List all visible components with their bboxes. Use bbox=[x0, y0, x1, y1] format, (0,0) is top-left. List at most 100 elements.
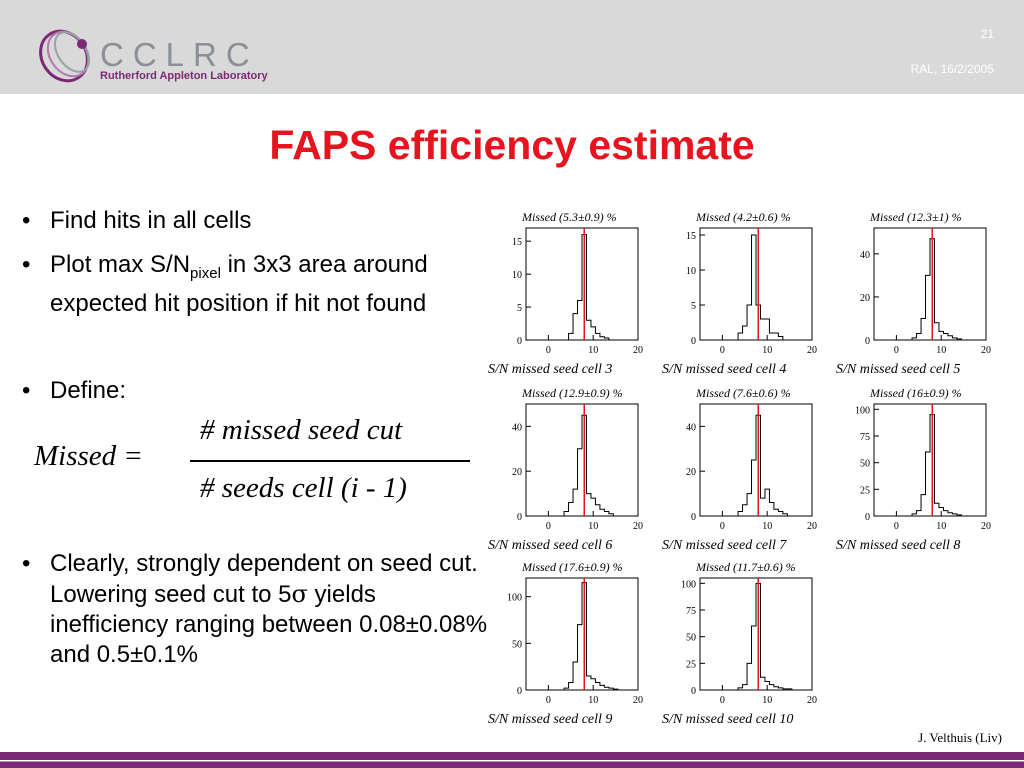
x-tick-label: 10 bbox=[936, 521, 946, 532]
plot-frame bbox=[525, 577, 639, 691]
x-tick-label: 10 bbox=[936, 345, 946, 356]
formula-lhs: Missed = bbox=[34, 440, 143, 472]
missed-formula: Missed = # missed seed cut # seeds cell … bbox=[34, 410, 474, 520]
x-tick-label: 20 bbox=[981, 521, 991, 532]
y-tick-label: 100 bbox=[855, 405, 870, 416]
x-tick-label: 20 bbox=[633, 521, 643, 532]
y-tick-label: 0 bbox=[865, 336, 870, 347]
histogram-title: Missed (11.7±0.6) % bbox=[696, 560, 796, 574]
x-tick-label: 20 bbox=[807, 695, 817, 706]
y-tick-label: 0 bbox=[691, 336, 696, 347]
x-tick-label: 20 bbox=[981, 345, 991, 356]
histogram-panel: 0 25 50 75 100 0 10 20 Missed (16±0.9) % S/N miss… bbox=[834, 386, 1009, 563]
x-tick-label: 0 bbox=[546, 695, 551, 706]
formula-numerator: # missed seed cut bbox=[200, 414, 403, 446]
y-tick-label: 0 bbox=[865, 512, 870, 523]
histogram-series bbox=[911, 414, 962, 516]
bullet-item: • Plot max S/Npixel in 3x3 area around e… bbox=[20, 250, 510, 319]
bullet-text: in 3x3 area around expected hit position… bbox=[50, 251, 428, 317]
slide-title: FAPS efficiency estimate bbox=[269, 122, 755, 168]
x-tick-label: 10 bbox=[588, 521, 598, 532]
plot-frame bbox=[699, 403, 813, 517]
y-tick-label: 15 bbox=[512, 237, 522, 248]
plot-frame bbox=[699, 577, 813, 691]
histogram-series bbox=[568, 234, 610, 340]
slide-date: RAL, 16/2/2005 bbox=[910, 62, 994, 76]
y-tick-label: 5 bbox=[517, 303, 522, 314]
y-tick-label: 50 bbox=[860, 459, 870, 470]
histogram-series bbox=[737, 414, 788, 516]
logo-name: CCLRC bbox=[100, 36, 259, 73]
bullet-text: Clearly, strongly dependent on seed cut.… bbox=[50, 550, 478, 608]
y-tick-label: 5 bbox=[691, 301, 696, 312]
histogram-panel: 0 20 40 0 10 20 Missed (12.9±0.9) % S/N missed … bbox=[486, 386, 661, 563]
bullet-text: Find hits in all cells bbox=[50, 207, 252, 234]
x-tick-label: 10 bbox=[762, 345, 772, 356]
bullet-subscript: pixel bbox=[190, 264, 221, 282]
header-band: CCLRC Rutherford Appleton Laboratory 21 … bbox=[0, 0, 1024, 94]
bullet-dot-icon: • bbox=[22, 207, 31, 234]
plot-frame bbox=[699, 227, 813, 341]
histogram-xlabel: S/N missed seed cell 8 bbox=[836, 538, 961, 553]
bullet-text: Plot max S/N bbox=[50, 251, 191, 278]
cclrc-logo-icon bbox=[39, 29, 91, 83]
bullet-text: yields inefficiency ranging between 0.08… bbox=[50, 581, 488, 668]
histogram-xlabel: S/N missed seed cell 6 bbox=[488, 538, 613, 553]
x-tick-label: 10 bbox=[762, 521, 772, 532]
footer-author: J. Velthuis (Liv) bbox=[918, 730, 1002, 745]
histogram-panel: 0 5 10 15 0 10 20 Missed (4.2±0.6) % S/N missed … bbox=[660, 210, 835, 387]
histogram-xlabel: S/N missed seed cell 4 bbox=[662, 362, 787, 377]
histogram-title: Missed (4.2±0.6) % bbox=[696, 210, 791, 224]
bullet-item: • Define: bbox=[20, 376, 126, 406]
x-tick-label: 0 bbox=[894, 521, 899, 532]
x-tick-label: 0 bbox=[720, 521, 725, 532]
footer-band bbox=[0, 752, 1024, 768]
y-tick-label: 50 bbox=[686, 633, 696, 644]
histogram-title: Missed (12.9±0.9) % bbox=[522, 386, 623, 400]
histogram-panel: 0 25 50 75 100 0 10 20 Missed (11.7±0.6) % S/N mi… bbox=[660, 560, 835, 737]
histogram-series bbox=[737, 234, 784, 340]
histogram-svg: 0 25 50 75 100 0 10 20 bbox=[681, 577, 817, 706]
histogram-svg: 0 20 40 0 10 20 bbox=[512, 403, 643, 532]
histogram-panel: 0 20 40 0 10 20 Missed (7.6±0.6) % S/N missed s… bbox=[660, 386, 835, 563]
histogram-svg: 0 5 10 15 0 10 20 bbox=[686, 227, 817, 356]
x-tick-label: 10 bbox=[588, 345, 598, 356]
y-tick-label: 0 bbox=[517, 336, 522, 347]
bullet-dot-icon: • bbox=[22, 251, 31, 278]
histogram-svg: 0 50 100 0 10 20 bbox=[507, 577, 643, 706]
plot-frame bbox=[873, 227, 987, 341]
bullet-item: • Find hits in all cells bbox=[20, 206, 251, 236]
y-tick-label: 0 bbox=[691, 512, 696, 523]
x-tick-label: 0 bbox=[720, 695, 725, 706]
y-tick-label: 15 bbox=[686, 231, 696, 242]
sigma-symbol: σ bbox=[291, 580, 308, 608]
histogram-title: Missed (5.3±0.9) % bbox=[522, 210, 617, 224]
y-tick-label: 10 bbox=[686, 266, 696, 277]
histogram-panel: 0 5 10 15 0 10 20 Missed (5.3±0.9) % S/N missed … bbox=[486, 210, 661, 387]
y-tick-label: 40 bbox=[860, 250, 870, 261]
histogram-svg: 0 20 40 0 10 20 bbox=[686, 403, 817, 532]
y-tick-label: 75 bbox=[686, 606, 696, 617]
bullet-dot-icon: • bbox=[22, 550, 31, 577]
y-tick-label: 100 bbox=[681, 579, 696, 590]
histogram-svg: 0 5 10 15 0 10 20 bbox=[512, 227, 643, 356]
histogram-xlabel: S/N missed seed cell 10 bbox=[662, 712, 794, 727]
y-tick-label: 40 bbox=[686, 422, 696, 433]
histogram-series bbox=[563, 414, 614, 516]
x-tick-label: 10 bbox=[588, 695, 598, 706]
histogram-title: Missed (12.3±1) % bbox=[870, 210, 962, 224]
x-tick-label: 20 bbox=[633, 345, 643, 356]
histogram-xlabel: S/N missed seed cell 9 bbox=[488, 712, 613, 727]
histogram-xlabel: S/N missed seed cell 5 bbox=[836, 362, 961, 377]
histogram-svg: 0 25 50 75 100 0 10 20 bbox=[855, 403, 991, 532]
histogram-panel: 0 50 100 0 10 20 Missed (17.6±0.9) % S/N missed… bbox=[486, 560, 661, 737]
histogram-title: Missed (7.6±0.6) % bbox=[696, 386, 791, 400]
slide-number: 21 bbox=[980, 27, 994, 41]
histogram-xlabel: S/N missed seed cell 7 bbox=[662, 538, 787, 553]
x-tick-label: 0 bbox=[546, 345, 551, 356]
histogram-xlabel: S/N missed seed cell 3 bbox=[488, 362, 613, 377]
y-tick-label: 75 bbox=[860, 432, 870, 443]
histogram-series bbox=[737, 582, 793, 690]
y-tick-label: 100 bbox=[507, 593, 522, 604]
bullet-dot-icon: • bbox=[22, 377, 31, 404]
